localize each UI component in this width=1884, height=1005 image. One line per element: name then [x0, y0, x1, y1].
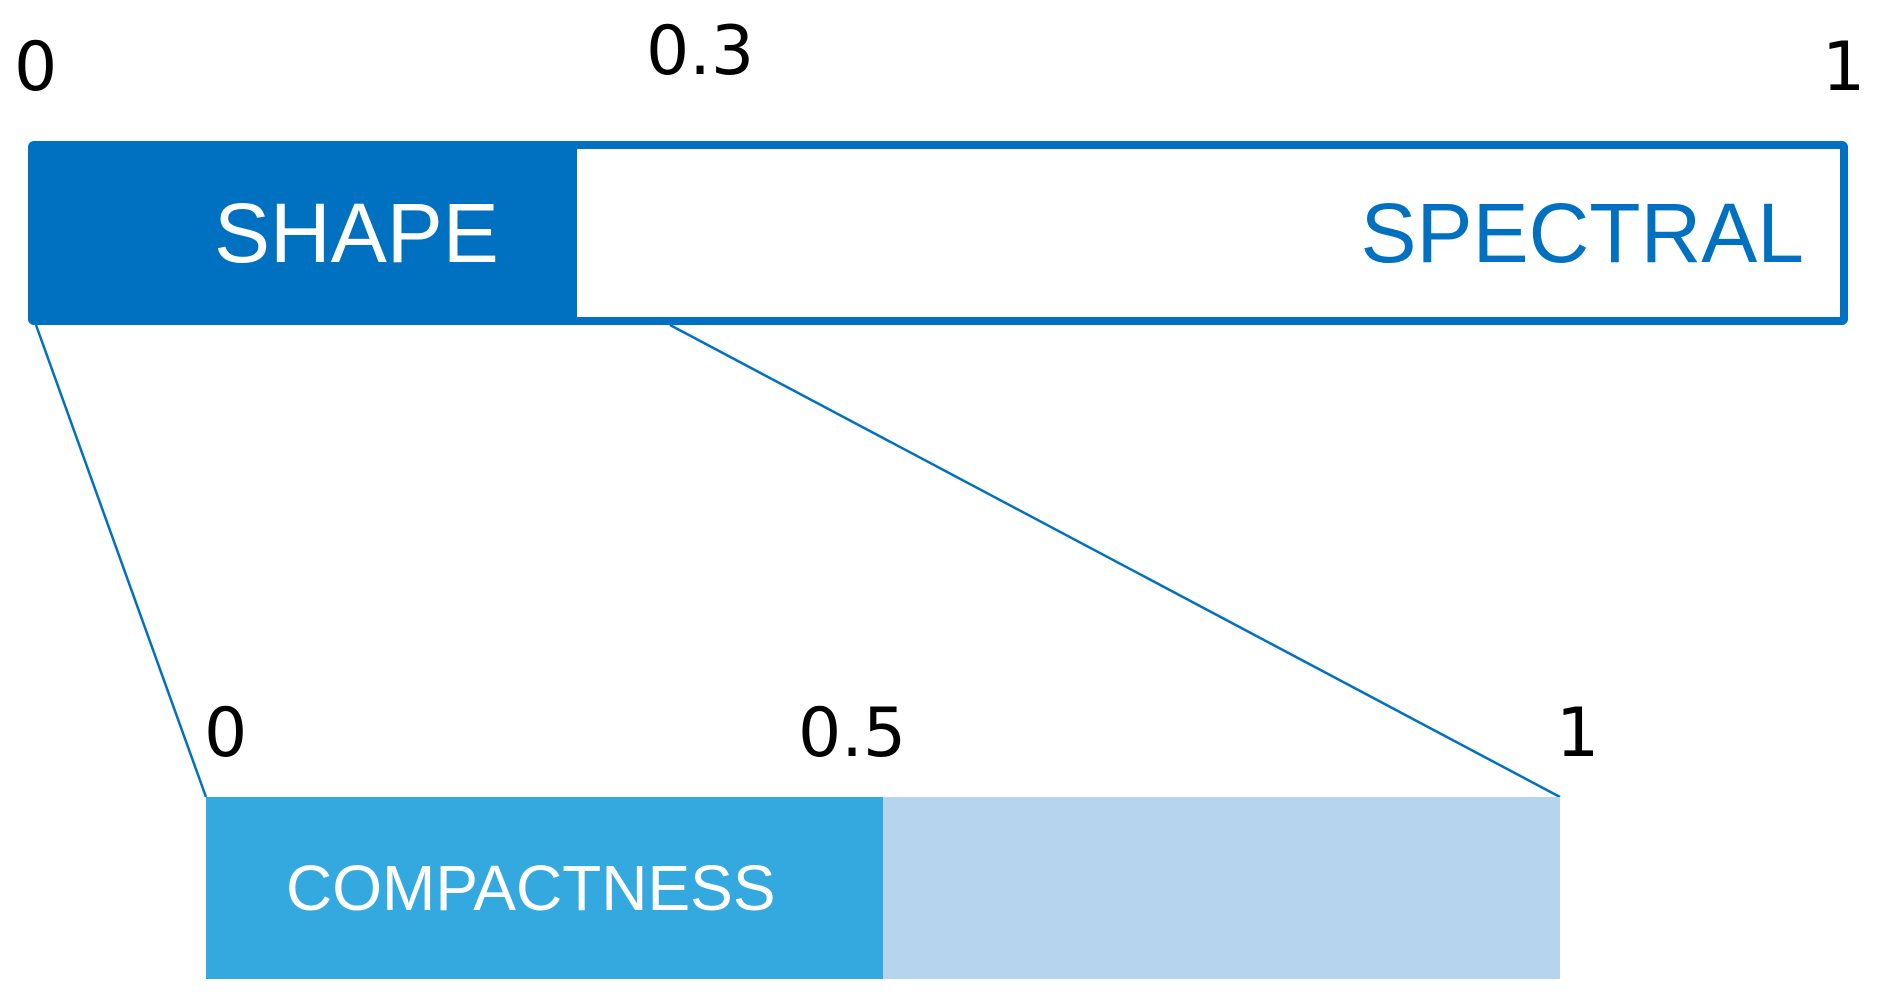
- bottom-tick-0: 0: [204, 694, 248, 773]
- compactness-bar: COMPACTNESS: [206, 797, 1560, 979]
- top-tick-0: 0: [14, 28, 58, 107]
- top-tick-1: 1: [1822, 28, 1866, 107]
- connector-left: [34, 324, 208, 798]
- shape-spectral-bar: SHAPE SPECTRAL: [28, 141, 1848, 325]
- compactness-label: COMPACTNESS: [286, 852, 776, 924]
- bottom-tick-1: 1: [1556, 694, 1600, 773]
- top-tick-0-3: 0.3: [646, 12, 755, 91]
- shape-segment: [36, 149, 578, 317]
- spectral-label: SPECTRAL: [1360, 186, 1804, 280]
- shape-label: SHAPE: [214, 186, 499, 280]
- compactness-segment: [206, 797, 883, 979]
- bottom-tick-0-5: 0.5: [798, 694, 907, 773]
